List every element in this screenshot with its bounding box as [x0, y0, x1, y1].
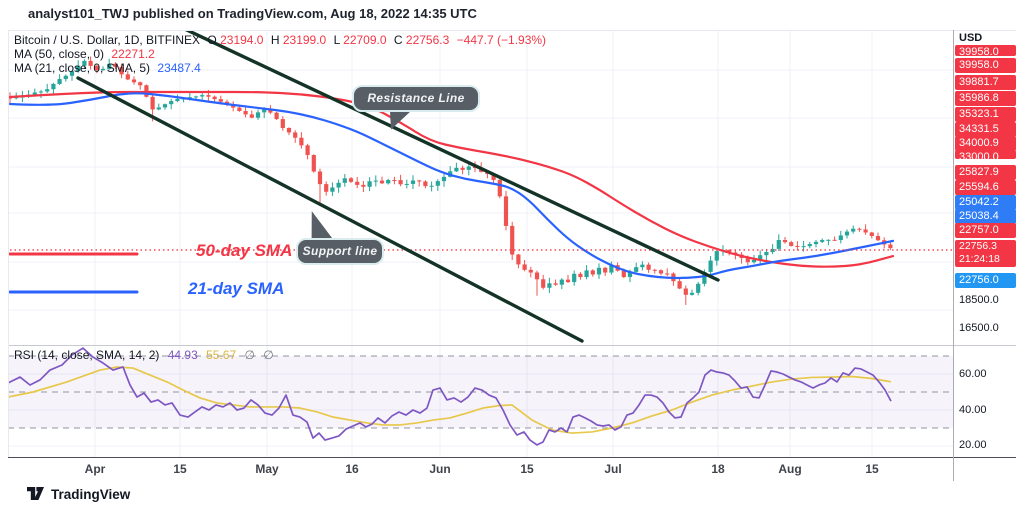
moving-averages [8, 90, 895, 280]
rsi-axis-label: 20.00 [959, 438, 987, 451]
ma21-line [8, 92, 895, 280]
price-label: 25594.6 [955, 179, 1016, 195]
attribution-text: analyst101_TWJ published on TradingView.… [28, 6, 477, 21]
time-tick-label: Aug [778, 462, 802, 476]
price-label: 18500.0 [959, 293, 999, 306]
rsi-dashed-levels [8, 355, 953, 429]
rsi-legend[interactable]: RSI (14, close, SMA, 14, 2) 44.93 55.67 … [14, 348, 279, 362]
price-label: 34000.9 [955, 135, 1016, 151]
rsi-label: RSI (14, close, SMA, 14, 2) [14, 348, 160, 362]
price-label: 35986.8 [955, 90, 1016, 106]
price-label: 33000.0 [955, 149, 1016, 159]
high-value: 23199.0 [282, 33, 327, 47]
time-tick-label: 15 [520, 462, 534, 476]
support-line [76, 76, 584, 343]
time-tick-label: Apr [84, 462, 106, 476]
rsi-axis-label: 40.00 [959, 403, 987, 416]
price-label: 35323.1 [955, 106, 1016, 122]
rsi-lines [8, 347, 892, 446]
pane-borders [8, 30, 1016, 481]
rsi-sma-value: 55.67 [206, 348, 237, 362]
rsi-value: 44.93 [167, 348, 198, 362]
symbol-title: Bitcoin / U.S. Dollar, 1D, BITFINEX [14, 33, 201, 47]
resistance-line-callout[interactable]: Resistance Line [352, 85, 480, 112]
ma50-value: 22271.2 [111, 47, 155, 61]
sma50-annotation[interactable]: 50-day SMA [196, 241, 293, 260]
tradingview-logo-icon [27, 487, 44, 500]
ma50-label: MA (50, close, 0) [14, 47, 105, 61]
price-label: 34331.5 [955, 121, 1016, 137]
rsi-axis-label: 60.00 [959, 367, 987, 380]
symbol-legend-row[interactable]: Bitcoin / U.S. Dollar, 1D, BITFINEX O 23… [14, 33, 550, 47]
time-tick-label: May [255, 462, 279, 476]
ma50-legend-row[interactable]: MA (50, close, 0) 22271.2 [14, 47, 550, 61]
price-label: 39958.0 [955, 44, 1016, 56]
sma21-annotation[interactable]: 21-day SMA [188, 279, 285, 298]
ma21-label: MA (21, close, 0, SMA, 5) [14, 61, 151, 75]
open-value: 23194.0 [220, 33, 264, 47]
current-price-label: 22756.3 21:24:18 [955, 239, 1016, 267]
resistance-line [184, 31, 720, 282]
time-axis[interactable]: Apr 15 May 16 Jun 15 Jul 18 Aug 15 [0, 458, 1016, 482]
main-legend: Bitcoin / U.S. Dollar, 1D, BITFINEX O 23… [14, 33, 550, 75]
ma50-line [8, 90, 895, 268]
candlestick-series [8, 56, 893, 305]
time-tick-label: 15 [865, 462, 879, 476]
time-tick-label: Jun [429, 462, 451, 476]
open-label: O [207, 33, 217, 47]
high-label: H [270, 33, 280, 47]
time-tick-label: 15 [173, 462, 187, 476]
ma21-legend-row[interactable]: MA (21, close, 0, SMA, 5) 23487.4 [14, 61, 550, 75]
resistance-callout-text: Resistance Line [367, 91, 465, 105]
low-value: 22709.0 [343, 33, 387, 47]
close-value: 22756.3 [405, 33, 450, 47]
price-label: 39881.7 [955, 74, 1016, 90]
attribution-header: analyst101_TWJ published on TradingView.… [28, 6, 477, 21]
price-label: 25042.2 [955, 194, 1016, 210]
low-label: L [333, 33, 340, 47]
rsi-lower-band-empty: ∅ [263, 348, 274, 362]
support-callout-text: Support line [302, 244, 378, 258]
time-tick-label: 18 [711, 462, 725, 476]
price-label: 22757.0Ask [955, 222, 1016, 238]
trendlines[interactable] [76, 15, 720, 343]
price-label: 22756.0Bid [955, 272, 1016, 288]
close-label: C [393, 33, 403, 47]
price-label: 25038.4 [955, 208, 1016, 224]
price-label: 16500.0 [959, 321, 999, 334]
ma21-value: 23487.4 [157, 61, 201, 75]
price-axis[interactable]: USD 39958.0 39958.0 39881.7 35986.8 35323.1 34… [954, 0, 1024, 517]
tradingview-brand-text: TradingView [51, 487, 131, 502]
rsi-sma-line [8, 366, 892, 434]
change-value: −447.7 (−1.93%) [456, 33, 547, 47]
footer-brand[interactable]: TradingView [27, 487, 130, 502]
rsi-line [8, 347, 892, 446]
rsi-upper-band-empty: ∅ [244, 348, 255, 362]
support-line-callout[interactable]: Support line [296, 238, 384, 265]
time-tick-label: 16 [345, 462, 359, 476]
price-label: 39958.0 [955, 57, 1016, 73]
price-axis-title: USD [959, 32, 983, 44]
time-tick-label: Jul [604, 462, 622, 476]
price-label: 25827.9 [955, 164, 1016, 180]
